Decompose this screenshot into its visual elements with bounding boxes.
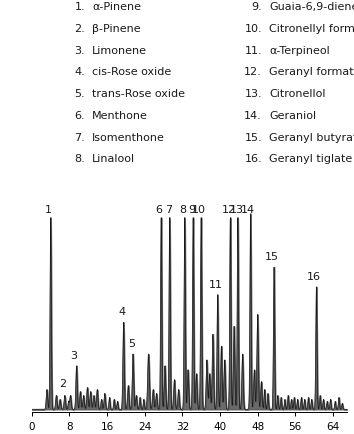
Text: Geranyl butyrate: Geranyl butyrate <box>269 132 354 142</box>
Text: Isomenthone: Isomenthone <box>92 132 165 142</box>
Text: Linalool: Linalool <box>92 154 135 164</box>
Text: Geranyl formate: Geranyl formate <box>269 67 354 77</box>
Text: 11: 11 <box>209 279 223 289</box>
Text: 6.: 6. <box>74 111 85 121</box>
Text: α-Pinene: α-Pinene <box>92 2 141 12</box>
Text: 15.: 15. <box>244 132 262 142</box>
Text: Geraniol: Geraniol <box>269 111 316 121</box>
Text: 15: 15 <box>265 252 279 262</box>
Text: 2: 2 <box>59 378 66 388</box>
Text: 5: 5 <box>129 338 136 348</box>
Text: α-Terpineol: α-Terpineol <box>269 46 330 56</box>
Text: 16.: 16. <box>244 154 262 164</box>
Text: cis-Rose oxide: cis-Rose oxide <box>92 67 171 77</box>
Text: 13.: 13. <box>244 89 262 99</box>
Text: 9: 9 <box>188 204 195 214</box>
Text: Limonene: Limonene <box>92 46 147 56</box>
Text: 7.: 7. <box>74 132 85 142</box>
Text: 10: 10 <box>192 204 206 214</box>
Text: 1.: 1. <box>74 2 85 12</box>
Text: trans-Rose oxide: trans-Rose oxide <box>92 89 185 99</box>
Text: 2.: 2. <box>74 24 85 34</box>
Text: 1: 1 <box>45 204 52 214</box>
Text: 3.: 3. <box>74 46 85 56</box>
Text: Geranyl tiglate: Geranyl tiglate <box>269 154 352 164</box>
Text: Citronellol: Citronellol <box>269 89 326 99</box>
Text: 8: 8 <box>180 204 187 214</box>
Text: 5.: 5. <box>74 89 85 99</box>
Text: Guaia-6,9-diene: Guaia-6,9-diene <box>269 2 354 12</box>
Text: 4: 4 <box>119 307 126 317</box>
Text: 14: 14 <box>241 204 255 214</box>
Text: 12.: 12. <box>244 67 262 77</box>
Text: 14.: 14. <box>244 111 262 121</box>
Text: 6: 6 <box>155 204 162 214</box>
Text: Citronellyl formate: Citronellyl formate <box>269 24 354 34</box>
Text: 4.: 4. <box>74 67 85 77</box>
Text: 7: 7 <box>165 204 172 214</box>
Text: Menthone: Menthone <box>92 111 148 121</box>
Text: β-Pinene: β-Pinene <box>92 24 141 34</box>
Text: 13: 13 <box>229 204 244 214</box>
Text: 9.: 9. <box>251 2 262 12</box>
Text: 10.: 10. <box>244 24 262 34</box>
Text: 11.: 11. <box>244 46 262 56</box>
Text: 16: 16 <box>307 271 321 281</box>
Text: 12: 12 <box>221 204 235 214</box>
Text: 8.: 8. <box>74 154 85 164</box>
Text: 3: 3 <box>71 350 78 360</box>
